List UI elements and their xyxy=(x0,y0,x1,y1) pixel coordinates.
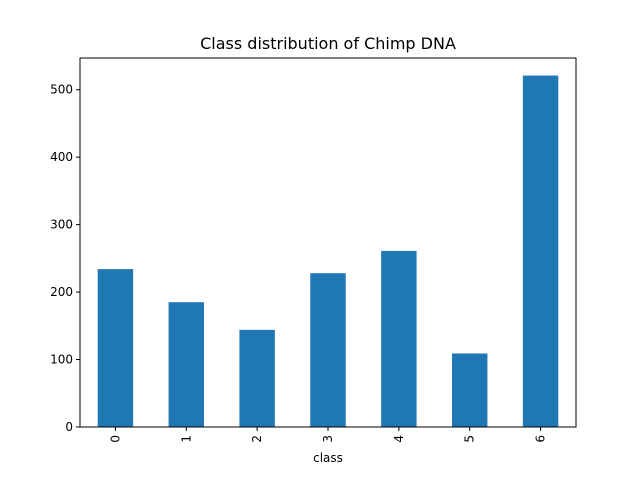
x-axis-ticks: 0 1 2 3 4 5 6 xyxy=(108,427,548,443)
plot-frame xyxy=(79,57,577,428)
bar-6 xyxy=(522,75,559,427)
x-tick-label: 1 xyxy=(179,435,193,443)
y-axis-ticks: 0 100 200 300 400 500 xyxy=(50,83,80,434)
x-tick-label: 6 xyxy=(534,435,548,443)
y-tick-label: 400 xyxy=(50,150,73,164)
x-axis-label: class xyxy=(313,451,343,465)
bar-4 xyxy=(381,250,417,427)
bar-1 xyxy=(168,302,204,427)
x-tick-label: 5 xyxy=(463,435,477,443)
x-tick-label: 4 xyxy=(392,435,406,443)
y-tick-label: 0 xyxy=(65,420,73,434)
x-tick-label: 0 xyxy=(108,435,122,443)
bar-5 xyxy=(452,353,488,427)
chart-title: Class distribution of Chimp DNA xyxy=(200,34,456,53)
x-tick-label: 3 xyxy=(321,435,335,443)
x-tick-label: 2 xyxy=(250,435,264,443)
bar-2 xyxy=(239,329,275,427)
y-tick-label: 300 xyxy=(50,218,73,232)
bars-group xyxy=(97,75,559,427)
y-tick-label: 100 xyxy=(50,353,73,367)
bar-0 xyxy=(97,269,134,427)
y-tick-label: 200 xyxy=(50,285,73,299)
y-tick-label: 500 xyxy=(50,83,73,97)
bar-3 xyxy=(310,273,346,427)
